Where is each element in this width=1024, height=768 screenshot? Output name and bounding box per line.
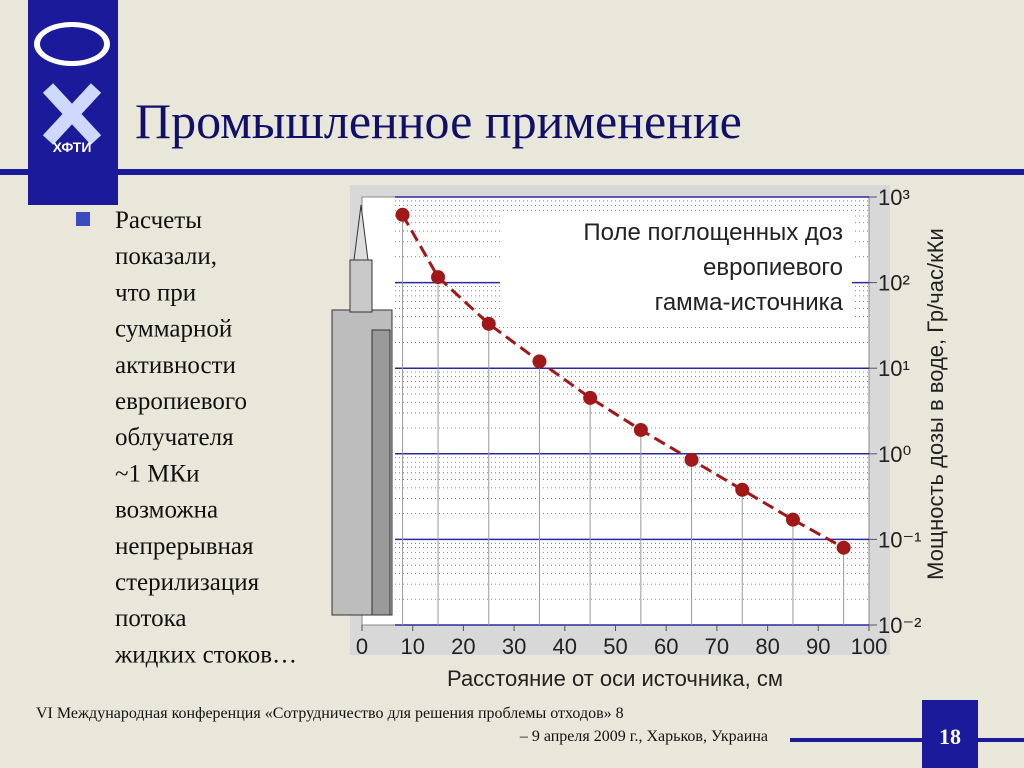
- x-axis-label: Расстояние от оси источника, см: [447, 666, 783, 691]
- x-tick-label: 20: [451, 634, 475, 659]
- y-tick-label: 10⁻²: [878, 613, 921, 638]
- y-tick-label: 10⁻¹: [878, 527, 921, 552]
- bullet-line: возможна: [115, 497, 218, 524]
- bullet-line: ~1 МКи: [115, 460, 200, 487]
- annotation-box: [500, 212, 852, 324]
- data-point: [532, 354, 547, 369]
- logo-text: ХФТИ: [53, 139, 92, 155]
- footer-line: VI Международная конференция «Сотрудниче…: [36, 705, 624, 722]
- data-point: [836, 540, 851, 555]
- footer-rule: [790, 738, 1024, 742]
- bullet-line: активности: [115, 352, 236, 379]
- data-point: [583, 390, 598, 405]
- y-tick-label: 10³: [878, 185, 910, 210]
- x-tick-label: 60: [654, 634, 678, 659]
- annotation-line: Поле поглощенных доз: [583, 219, 843, 246]
- bullet-line: суммарной: [115, 316, 232, 343]
- x-tick-label: 80: [755, 634, 779, 659]
- x-tick-label: 10: [400, 634, 424, 659]
- logo-oval-inner: [40, 27, 104, 61]
- x-tick-label: 40: [553, 634, 577, 659]
- footer-line: – 9 апреля 2009 г., Харьков, Украина: [519, 728, 768, 745]
- bullet-line: показали,: [115, 243, 217, 270]
- data-point: [735, 482, 750, 497]
- title-rule: [0, 169, 1024, 175]
- x-tick-label: 30: [502, 634, 526, 659]
- bullet-line: Расчеты: [115, 207, 202, 234]
- bullet-line: облучателя: [115, 424, 234, 451]
- bullet-line: жидких стоков…: [114, 641, 297, 668]
- data-point: [395, 207, 410, 222]
- bullet-line: стерилизация: [115, 569, 260, 596]
- x-tick-label: 0: [356, 634, 368, 659]
- bullet-line: потока: [115, 605, 187, 632]
- annotation-line: гамма-источника: [655, 289, 844, 316]
- y-tick-label: 10⁰: [878, 442, 911, 467]
- data-point: [431, 270, 446, 285]
- bullet-icon: [76, 212, 90, 226]
- logo-x: [42, 83, 102, 145]
- y-axis-label: Мощность дозы в воде, Гр/час/кКи: [923, 228, 948, 580]
- annotation-line: европиевого: [703, 254, 843, 281]
- data-point: [633, 422, 648, 437]
- page-number: 18: [939, 724, 961, 749]
- bullet-line: непрерывная: [115, 533, 254, 560]
- y-tick-label: 10¹: [878, 356, 910, 381]
- x-tick-label: 100: [851, 634, 888, 659]
- y-tick-label: 10²: [878, 271, 910, 296]
- page-number-box: [922, 700, 978, 768]
- x-tick-label: 50: [603, 634, 627, 659]
- device-neck: [349, 259, 373, 313]
- slide-title: Промышленное применение: [135, 93, 742, 149]
- device-inner: [371, 329, 391, 616]
- x-tick-label: 70: [705, 634, 729, 659]
- data-point: [481, 316, 496, 331]
- x-tick-label: 90: [806, 634, 830, 659]
- bullet-line: что при: [115, 279, 196, 306]
- data-line: [401, 214, 845, 550]
- device-tip: [353, 204, 369, 261]
- data-point: [684, 452, 699, 467]
- data-point: [785, 512, 800, 527]
- bullet-line: европиевого: [115, 388, 247, 415]
